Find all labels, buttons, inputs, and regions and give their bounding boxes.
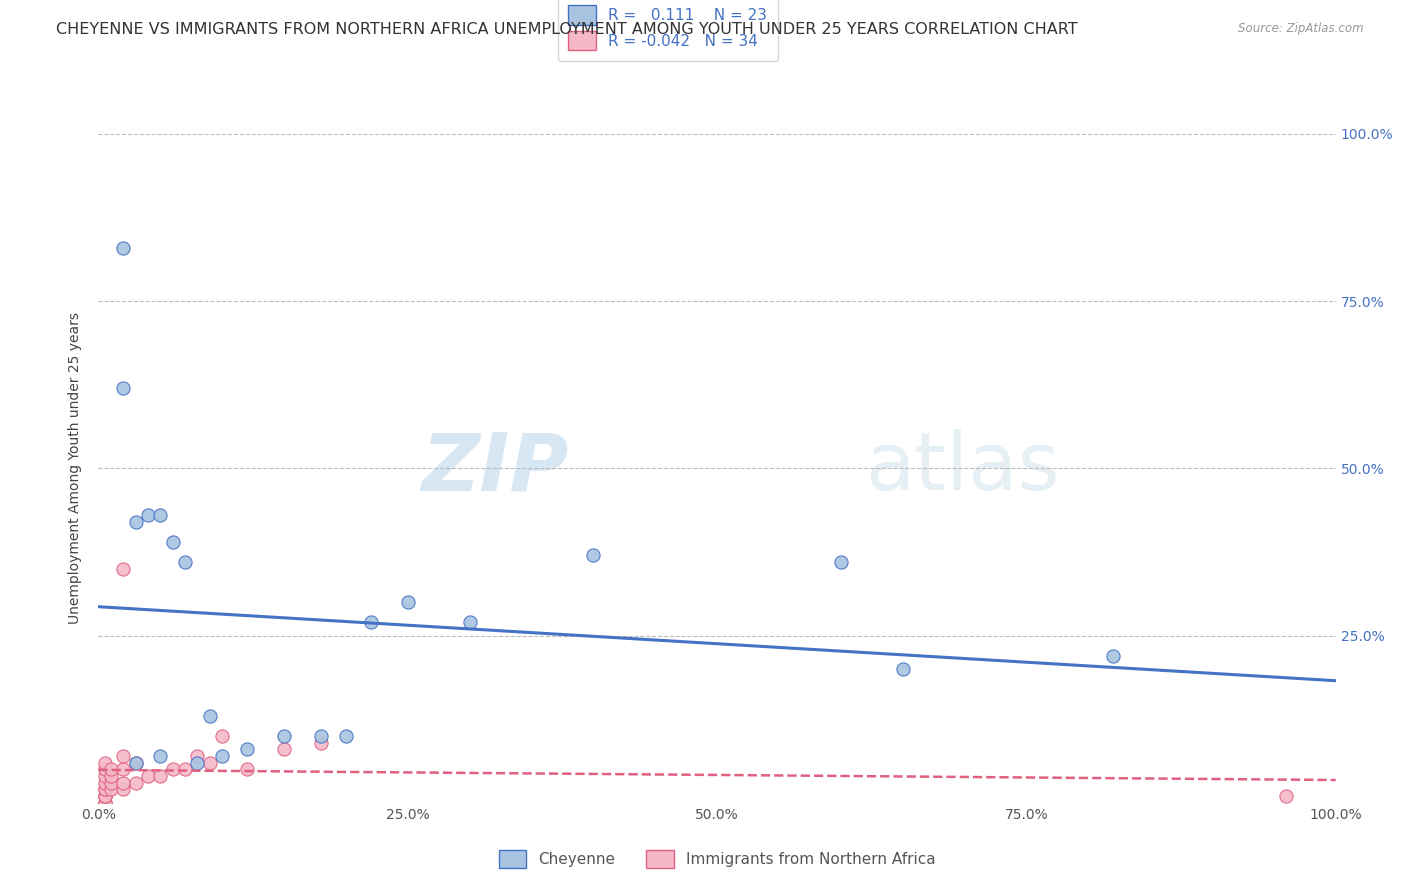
Text: Source: ZipAtlas.com: Source: ZipAtlas.com [1239,22,1364,36]
Point [1102,648,1125,663]
Point [93,769,115,783]
Point [93,782,115,797]
Point [891,662,914,676]
Point [309,735,332,749]
Point [396,595,419,609]
Point [112,775,135,790]
Point [100,769,122,783]
Legend: Cheyenne, Immigrants from Northern Africa: Cheyenne, Immigrants from Northern Afric… [491,843,943,875]
Point [211,749,233,764]
Point [236,762,259,776]
Point [335,729,357,743]
Point [93,796,115,810]
Point [112,562,135,576]
Point [112,381,135,395]
Point [174,555,197,569]
Point [174,762,197,776]
Point [211,729,233,743]
Point [93,789,115,803]
Point [112,749,135,764]
Point [100,782,122,797]
Point [582,548,605,563]
Point [112,782,135,797]
Point [136,508,159,523]
Point [360,615,382,630]
Point [149,508,172,523]
Point [93,796,115,810]
Point [124,515,146,529]
Point [100,775,122,790]
Point [162,535,184,549]
Point [112,241,135,255]
Point [93,789,115,803]
Point [198,708,221,723]
Point [136,769,159,783]
Point [186,749,208,764]
Point [93,756,115,770]
Point [309,729,332,743]
Text: ZIP: ZIP [422,429,568,508]
Point [124,775,146,790]
Point [162,762,184,776]
Point [112,762,135,776]
Point [93,796,115,810]
Point [198,756,221,770]
Point [458,615,481,630]
Text: CHEYENNE VS IMMIGRANTS FROM NORTHERN AFRICA UNEMPLOYMENT AMONG YOUTH UNDER 25 YE: CHEYENNE VS IMMIGRANTS FROM NORTHERN AFR… [56,22,1078,37]
Point [93,762,115,776]
Point [93,782,115,797]
Point [93,789,115,803]
Point [149,749,172,764]
Point [100,762,122,776]
Point [93,775,115,790]
Y-axis label: Unemployment Among Youth under 25 years: Unemployment Among Youth under 25 years [69,312,83,624]
Point [1275,789,1298,803]
Point [273,729,295,743]
Point [149,769,172,783]
Point [186,756,208,770]
Point [124,756,146,770]
Point [124,756,146,770]
Text: atlas: atlas [866,429,1060,508]
Point [830,555,852,569]
Point [236,742,259,756]
Point [273,742,295,756]
